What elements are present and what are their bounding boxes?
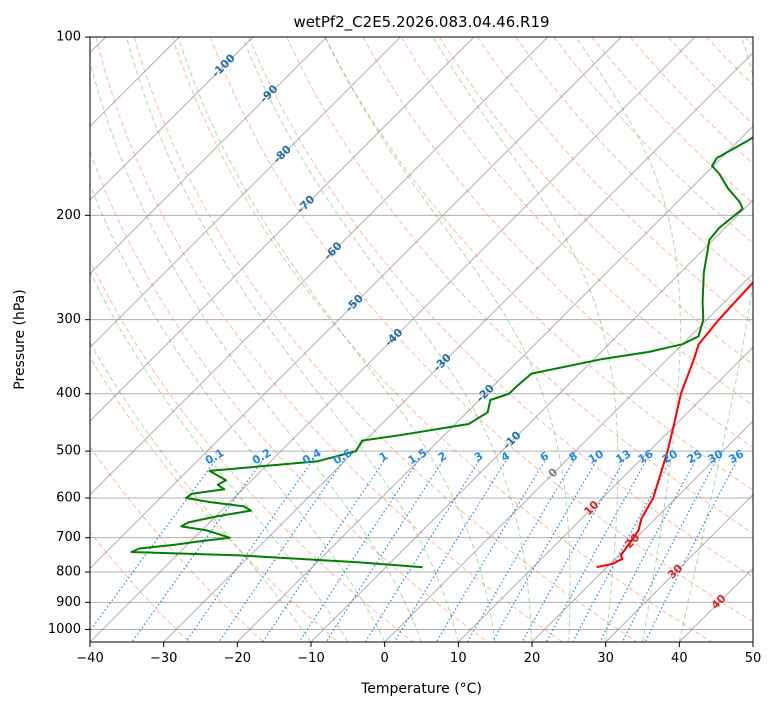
x-axis-label: Temperature (°C) bbox=[360, 681, 482, 697]
y-tick-label: 200 bbox=[56, 208, 81, 223]
y-tick-label: 300 bbox=[56, 312, 81, 327]
x-tick-label: 0 bbox=[381, 651, 389, 666]
x-tick-label: −10 bbox=[297, 651, 324, 666]
x-tick-label: 20 bbox=[524, 651, 541, 666]
x-tick-label: −30 bbox=[150, 651, 177, 666]
y-tick-label: 900 bbox=[56, 595, 81, 610]
y-tick-label: 400 bbox=[56, 386, 81, 401]
x-tick-label: −20 bbox=[224, 651, 251, 666]
x-tick-label: 40 bbox=[671, 651, 688, 666]
x-tick-label: 10 bbox=[450, 651, 467, 666]
chart-title: wetPf2_C2E5.2026.083.04.46.R19 bbox=[293, 13, 549, 32]
x-tick-label: −40 bbox=[76, 651, 103, 666]
y-tick-label: 700 bbox=[56, 530, 81, 545]
y-tick-label: 600 bbox=[56, 491, 81, 506]
y-tick-label: 800 bbox=[56, 565, 81, 580]
y-axis-label: Pressure (hPa) bbox=[12, 289, 28, 389]
y-tick-label: 500 bbox=[56, 444, 81, 459]
y-tick-label: 100 bbox=[56, 30, 81, 45]
x-tick-label: 30 bbox=[597, 651, 614, 666]
y-tick-label: 1000 bbox=[48, 622, 81, 637]
x-tick-label: 50 bbox=[745, 651, 762, 666]
